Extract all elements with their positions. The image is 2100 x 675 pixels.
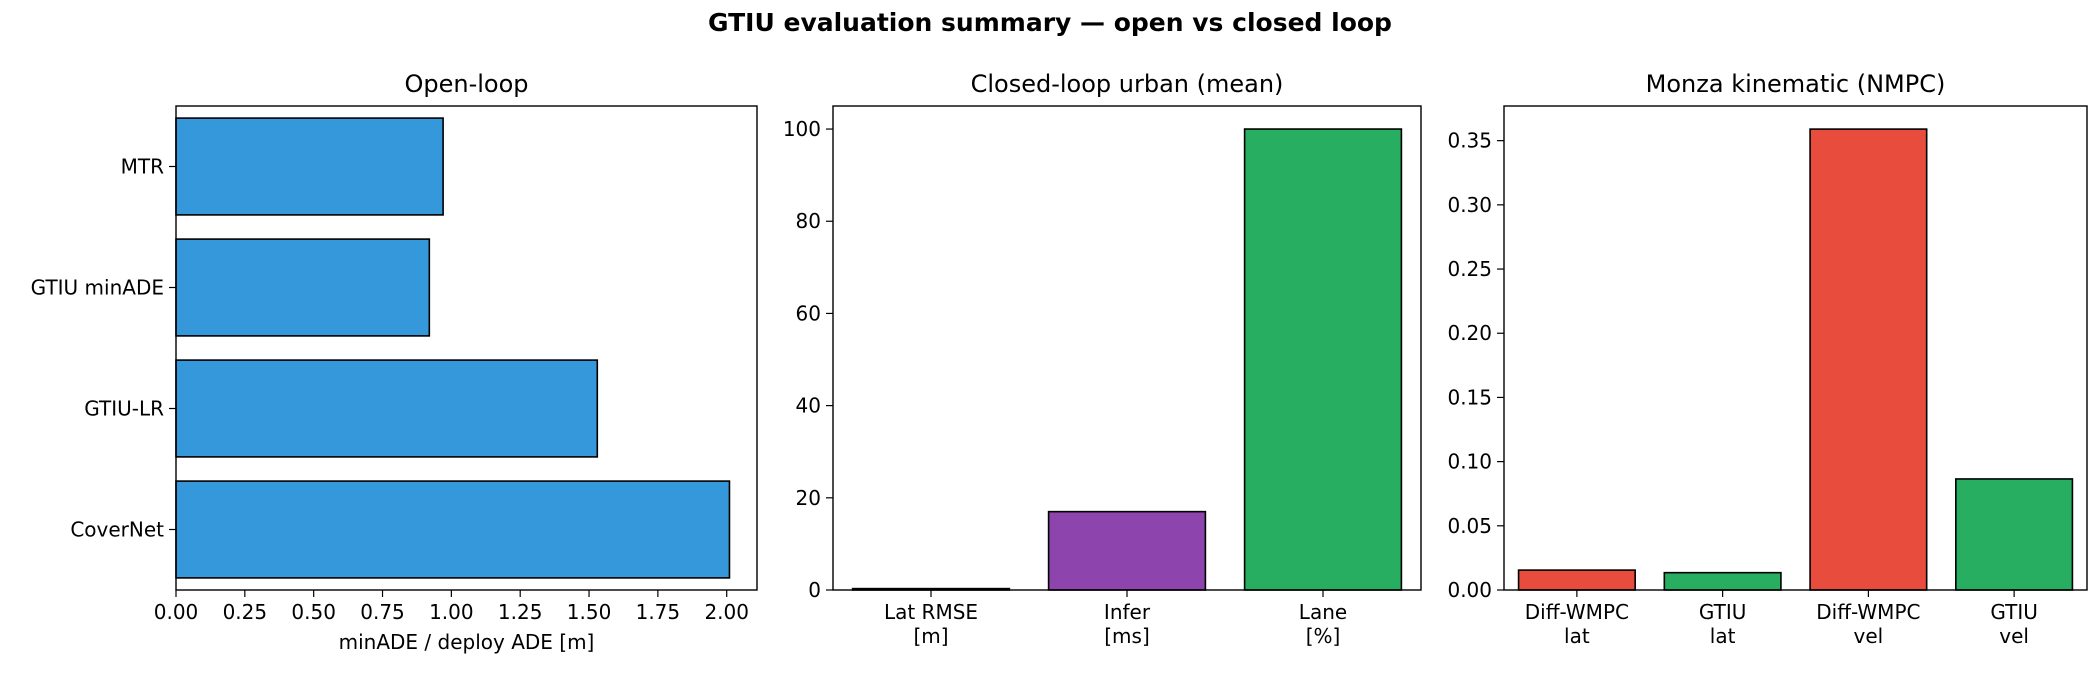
bar-closed-loop-1 <box>1047 510 1207 591</box>
y-tick-label-monza-5: 0.25 <box>1447 257 1492 281</box>
y-tick-label-closed-loop-3: 60 <box>796 301 821 325</box>
x-tick-label-monza-3-1: vel <box>1999 624 2029 648</box>
bar-monza-0 <box>1517 569 1636 591</box>
x-tick-label-closed-loop-1-0: Infer <box>1104 600 1151 624</box>
x-tick-label-5: 1.25 <box>498 600 543 624</box>
chart-title-closed-loop: Closed-loop urban (mean) <box>971 70 1284 98</box>
bar-monza-3 <box>1955 478 2074 591</box>
chart-title-open-loop: Open-loop <box>404 70 528 98</box>
y-tick-label-1: GTIU minADE <box>31 276 164 300</box>
bar-2 <box>175 359 599 458</box>
x-tick-label-4: 1.00 <box>429 600 474 624</box>
figure-title: GTIU evaluation summary — open vs closed… <box>708 8 1392 37</box>
x-tick-label-closed-loop-2-0: Lane <box>1299 600 1347 624</box>
axes-frame-open-loop <box>175 105 758 591</box>
axes-frame-closed-loop <box>832 105 1422 591</box>
y-tick-label-closed-loop-4: 80 <box>796 209 821 233</box>
x-tick-label-monza-1-1: lat <box>1710 624 1736 648</box>
bar-monza-2 <box>1809 128 1928 591</box>
y-tick-label-0: MTR <box>121 155 164 179</box>
x-tick-label-6: 1.50 <box>567 600 612 624</box>
y-tick-label-monza-0: 0.00 <box>1447 578 1492 602</box>
x-tick-label-closed-loop-1-1: [ms] <box>1104 624 1150 648</box>
chart-title-monza: Monza kinematic (NMPC) <box>1646 70 1946 98</box>
x-tick-label-monza-3-0: GTIU <box>1990 600 2038 624</box>
y-tick-label-closed-loop-1: 20 <box>796 486 821 510</box>
bar-closed-loop-2 <box>1243 128 1403 591</box>
bar-3 <box>175 480 731 579</box>
x-tick-label-7: 1.75 <box>636 600 681 624</box>
x-tick-label-monza-2-0: Diff-WMPC <box>1816 600 1920 624</box>
x-tick-label-closed-loop-2-1: [%] <box>1306 624 1341 648</box>
x-tick-label-monza-2-1: vel <box>1854 624 1884 648</box>
x-tick-label-monza-1-0: GTIU <box>1699 600 1747 624</box>
x-tick-label-closed-loop-0-0: Lat RMSE <box>884 600 978 624</box>
y-tick-label-monza-2: 0.10 <box>1447 450 1492 474</box>
y-tick-label-monza-7: 0.35 <box>1447 129 1492 153</box>
y-tick-label-2: GTIU-LR <box>84 397 164 421</box>
x-axis-label-open-loop: minADE / deploy ADE [m] <box>339 630 595 654</box>
axes-frame-monza <box>1503 105 2088 591</box>
x-tick-label-monza-0-1: lat <box>1564 624 1590 648</box>
x-tick-label-8: 2.00 <box>704 600 749 624</box>
x-tick-label-closed-loop-0-1: [m] <box>913 624 948 648</box>
x-tick-label-2: 0.50 <box>291 600 336 624</box>
y-tick-label-closed-loop-5: 100 <box>783 117 821 141</box>
y-tick-label-monza-3: 0.15 <box>1447 385 1492 409</box>
y-tick-label-monza-6: 0.30 <box>1447 193 1492 217</box>
x-tick-label-0: 0.00 <box>154 600 199 624</box>
y-tick-label-monza-4: 0.20 <box>1447 321 1492 345</box>
y-tick-label-closed-loop-2: 40 <box>796 394 821 418</box>
y-tick-label-closed-loop-0: 0 <box>808 578 821 602</box>
x-tick-label-3: 0.75 <box>360 600 405 624</box>
bar-0 <box>175 117 444 216</box>
y-tick-label-monza-1: 0.05 <box>1447 514 1492 538</box>
y-tick-label-3: CoverNet <box>70 518 164 542</box>
x-tick-label-1: 0.25 <box>223 600 268 624</box>
x-tick-label-monza-0-0: Diff-WMPC <box>1525 600 1629 624</box>
bar-1 <box>175 238 431 337</box>
bar-monza-1 <box>1663 571 1782 591</box>
